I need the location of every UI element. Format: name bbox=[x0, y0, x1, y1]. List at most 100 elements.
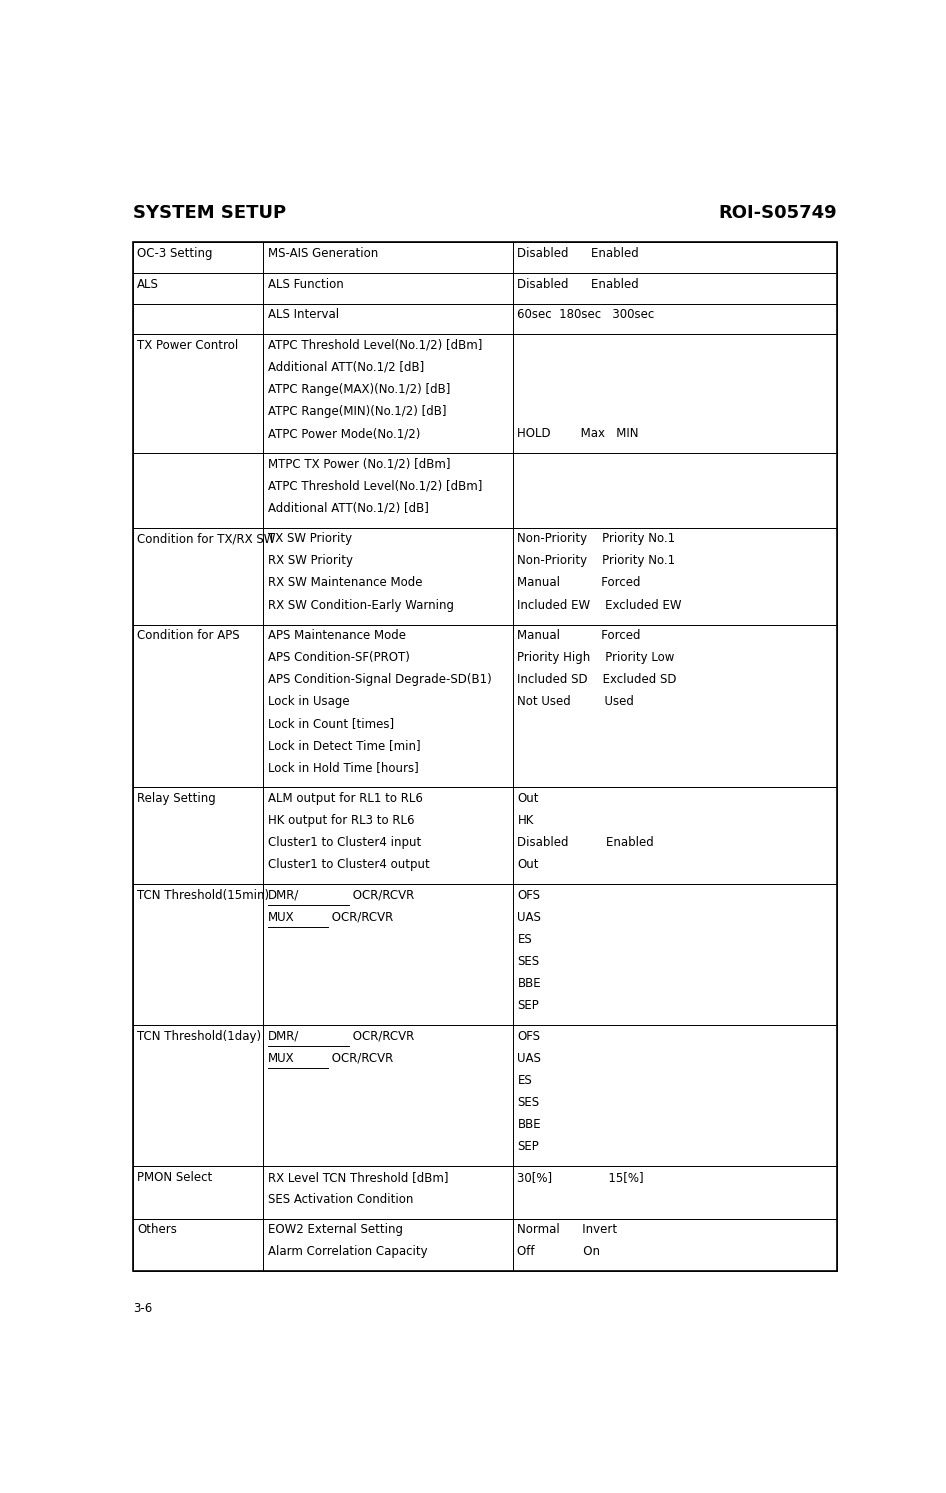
Bar bbox=[263, 334, 513, 452]
Text: TCN Threshold(1day): TCN Threshold(1day) bbox=[137, 1030, 261, 1042]
Bar bbox=[263, 242, 513, 273]
Text: Additional ATT(No.1/2) [dB]: Additional ATT(No.1/2) [dB] bbox=[268, 502, 429, 515]
Text: OCR/RCVR: OCR/RCVR bbox=[328, 1051, 394, 1065]
Bar bbox=[513, 529, 836, 624]
Text: OFS: OFS bbox=[517, 888, 540, 902]
Bar bbox=[263, 273, 513, 303]
Text: ES: ES bbox=[517, 933, 533, 947]
Bar bbox=[263, 529, 513, 624]
Bar bbox=[513, 1166, 836, 1218]
Bar bbox=[263, 884, 513, 1026]
Bar bbox=[132, 334, 263, 452]
Bar bbox=[132, 303, 263, 334]
Text: 3-6: 3-6 bbox=[132, 1302, 152, 1315]
Text: ALS Function: ALS Function bbox=[268, 278, 343, 291]
Bar bbox=[513, 242, 836, 273]
Text: BBE: BBE bbox=[517, 976, 541, 990]
Text: HOLD        Max   MIN: HOLD Max MIN bbox=[517, 427, 639, 440]
Text: Out: Out bbox=[517, 793, 539, 805]
Text: Additional ATT(No.1/2 [dB]: Additional ATT(No.1/2 [dB] bbox=[268, 361, 424, 373]
Text: HK: HK bbox=[517, 814, 534, 827]
Text: Non-Priority    Priority No.1: Non-Priority Priority No.1 bbox=[517, 533, 675, 545]
Text: Lock in Count [times]: Lock in Count [times] bbox=[268, 717, 394, 730]
Text: OCR/RCVR: OCR/RCVR bbox=[348, 1030, 413, 1042]
Text: EOW2 External Setting: EOW2 External Setting bbox=[268, 1223, 402, 1236]
Bar bbox=[263, 1026, 513, 1166]
Text: SES: SES bbox=[517, 1096, 539, 1109]
Text: Others: Others bbox=[137, 1223, 177, 1236]
Text: 30[%]               15[%]: 30[%] 15[%] bbox=[517, 1171, 644, 1184]
Text: TCN Threshold(15min): TCN Threshold(15min) bbox=[137, 888, 270, 902]
Bar bbox=[132, 529, 263, 624]
Bar bbox=[513, 1218, 836, 1271]
Text: ATPC Range(MIN)(No.1/2) [dB]: ATPC Range(MIN)(No.1/2) [dB] bbox=[268, 405, 446, 418]
Bar bbox=[132, 452, 263, 529]
Text: DMR/: DMR/ bbox=[268, 1030, 299, 1042]
Text: Cluster1 to Cluster4 output: Cluster1 to Cluster4 output bbox=[268, 858, 429, 872]
Text: ALS Interval: ALS Interval bbox=[268, 308, 339, 321]
Text: Non-Priority    Priority No.1: Non-Priority Priority No.1 bbox=[517, 554, 675, 567]
Text: SES: SES bbox=[517, 956, 539, 967]
Text: Relay Setting: Relay Setting bbox=[137, 793, 216, 805]
Text: OFS: OFS bbox=[517, 1030, 540, 1042]
Bar bbox=[263, 452, 513, 529]
Text: Lock in Detect Time [min]: Lock in Detect Time [min] bbox=[268, 739, 420, 752]
Text: Not Used         Used: Not Used Used bbox=[517, 696, 634, 708]
Text: Disabled      Enabled: Disabled Enabled bbox=[517, 246, 639, 260]
Text: Included EW    Excluded EW: Included EW Excluded EW bbox=[517, 599, 682, 612]
Text: Priority High    Priority Low: Priority High Priority Low bbox=[517, 651, 674, 664]
Bar bbox=[513, 884, 836, 1026]
Text: SES Activation Condition: SES Activation Condition bbox=[268, 1193, 412, 1205]
Bar bbox=[263, 1166, 513, 1218]
Text: OCR/RCVR: OCR/RCVR bbox=[328, 911, 394, 924]
Text: HK output for RL3 to RL6: HK output for RL3 to RL6 bbox=[268, 814, 414, 827]
Text: Condition for APS: Condition for APS bbox=[137, 629, 240, 642]
Text: Disabled      Enabled: Disabled Enabled bbox=[517, 278, 639, 291]
Text: Off             On: Off On bbox=[517, 1245, 601, 1259]
Bar bbox=[263, 1218, 513, 1271]
Text: RX Level TCN Threshold [dBm]: RX Level TCN Threshold [dBm] bbox=[268, 1171, 448, 1184]
Bar bbox=[132, 1218, 263, 1271]
Bar bbox=[513, 334, 836, 452]
Bar bbox=[513, 303, 836, 334]
Bar bbox=[513, 452, 836, 529]
Bar bbox=[132, 242, 836, 1272]
Text: APS Maintenance Mode: APS Maintenance Mode bbox=[268, 629, 406, 642]
Text: SEP: SEP bbox=[517, 1141, 539, 1153]
Text: ATPC Threshold Level(No.1/2) [dBm]: ATPC Threshold Level(No.1/2) [dBm] bbox=[268, 339, 482, 352]
Text: TX SW Priority: TX SW Priority bbox=[268, 533, 352, 545]
Text: Manual           Forced: Manual Forced bbox=[517, 629, 640, 642]
Bar bbox=[132, 273, 263, 303]
Bar bbox=[132, 624, 263, 787]
Text: MS-AIS Generation: MS-AIS Generation bbox=[268, 246, 377, 260]
Text: Alarm Correlation Capacity: Alarm Correlation Capacity bbox=[268, 1245, 428, 1259]
Text: Included SD    Excluded SD: Included SD Excluded SD bbox=[517, 673, 677, 687]
Text: Disabled          Enabled: Disabled Enabled bbox=[517, 836, 654, 850]
Text: Condition for TX/RX SW: Condition for TX/RX SW bbox=[137, 533, 275, 545]
Bar bbox=[132, 884, 263, 1026]
Text: TX Power Control: TX Power Control bbox=[137, 339, 238, 352]
Text: 60sec  180sec   300sec: 60sec 180sec 300sec bbox=[517, 308, 655, 321]
Text: MUX: MUX bbox=[268, 1051, 294, 1065]
Bar bbox=[263, 624, 513, 787]
Bar bbox=[132, 1026, 263, 1166]
Text: PMON Select: PMON Select bbox=[137, 1171, 213, 1184]
Text: MTPC TX Power (No.1/2) [dBm]: MTPC TX Power (No.1/2) [dBm] bbox=[268, 458, 450, 470]
Text: RX SW Priority: RX SW Priority bbox=[268, 554, 353, 567]
Text: Lock in Usage: Lock in Usage bbox=[268, 696, 349, 708]
Bar bbox=[513, 1026, 836, 1166]
Text: SYSTEM SETUP: SYSTEM SETUP bbox=[132, 205, 286, 222]
Text: SEP: SEP bbox=[517, 999, 539, 1012]
Text: UAS: UAS bbox=[517, 1051, 541, 1065]
Bar bbox=[513, 273, 836, 303]
Text: ATPC Threshold Level(No.1/2) [dBm]: ATPC Threshold Level(No.1/2) [dBm] bbox=[268, 479, 482, 493]
Text: UAS: UAS bbox=[517, 911, 541, 924]
Text: RX SW Maintenance Mode: RX SW Maintenance Mode bbox=[268, 576, 422, 590]
Text: BBE: BBE bbox=[517, 1118, 541, 1130]
Text: OCR/RCVR: OCR/RCVR bbox=[348, 888, 413, 902]
Bar bbox=[263, 787, 513, 884]
Text: OC-3 Setting: OC-3 Setting bbox=[137, 246, 213, 260]
Text: Normal      Invert: Normal Invert bbox=[517, 1223, 618, 1236]
Bar bbox=[263, 303, 513, 334]
Text: APS Condition-SF(PROT): APS Condition-SF(PROT) bbox=[268, 651, 410, 664]
